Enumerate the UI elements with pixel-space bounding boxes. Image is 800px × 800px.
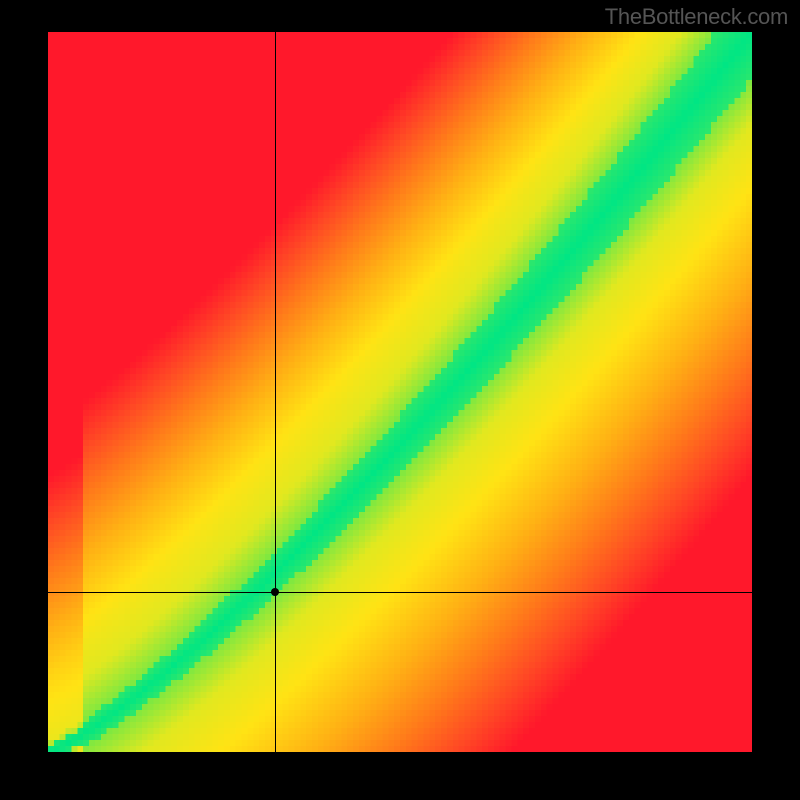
heatmap-plot	[48, 32, 752, 752]
crosshair-marker	[271, 588, 279, 596]
crosshair-horizontal	[48, 592, 752, 593]
watermark-text: TheBottleneck.com	[605, 4, 788, 30]
heatmap-canvas	[48, 32, 752, 752]
crosshair-vertical	[275, 32, 276, 752]
